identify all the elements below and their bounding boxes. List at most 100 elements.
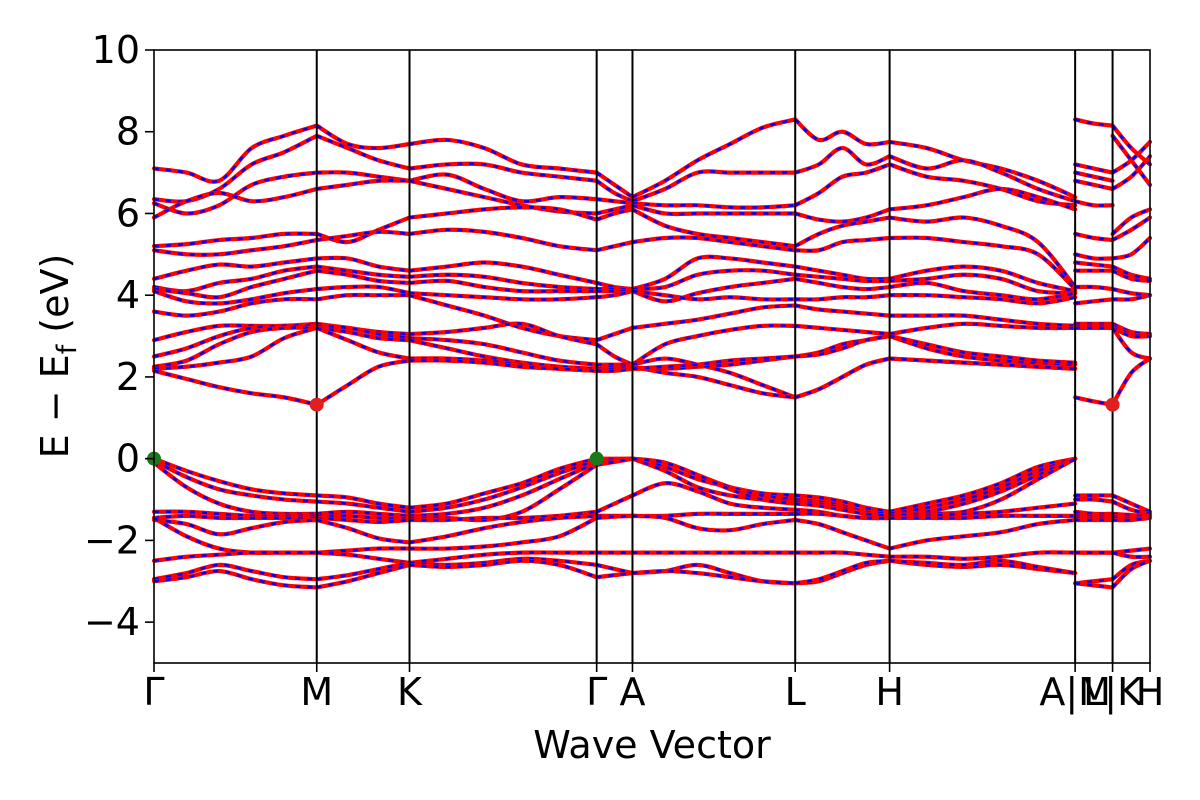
band-6-7 [887,272,1078,296]
band-spin-down-line [1112,551,1151,559]
band-spin-up-line [407,321,599,347]
band-8-25 [1110,558,1153,590]
band-3-3 [594,203,635,216]
band-spin-down-line [153,269,318,299]
band-spin-up-line [887,517,1078,551]
band-spin-down-line [316,514,410,520]
cbm-marker-1 [1105,397,1120,412]
y-axis-label-unit: (eV) [33,254,77,345]
band-spin-down-line [632,277,796,303]
band-spin-down-line [409,461,598,518]
x-tick-label: H [1136,670,1165,714]
x-tick-label: K [397,670,423,714]
band-spin-down-line [1111,155,1151,191]
band-spin-down-line [632,304,796,330]
band-spin-up-line [1110,515,1153,523]
band-6-10 [887,313,1078,328]
band-spin-down-line [795,293,890,301]
band-1-1 [314,133,412,171]
band-1-8 [314,268,412,286]
band-spin-up-line [887,139,1078,200]
band-spin-down-line [889,457,1076,514]
band-spin-down-line [631,208,796,248]
band-8-23 [1110,550,1153,560]
band-spin-up-line [594,366,635,374]
band-2-5 [407,227,599,253]
band-3-2 [594,197,635,206]
band-8-10 [1110,293,1153,302]
band-5-3 [793,207,892,224]
band-4-9 [630,289,798,302]
band-spin-down-line [632,569,796,585]
y-axis-label-main: E − E [33,354,77,458]
band-spin-up-line [793,117,892,147]
band-4-7 [630,268,798,292]
y-tick-label: 8 [116,110,140,154]
band-spin-down-line [316,179,410,191]
band-spin-down-line [794,216,890,248]
y-tick-label: 4 [116,273,140,317]
band-spin-up-line [1073,178,1115,192]
band-spin-down-line [153,287,317,305]
band-8-9 [1110,286,1153,298]
band-5-22 [793,517,892,551]
x-tick-label: M [300,670,333,714]
band-spin-down-line [794,357,890,399]
band-4-3 [630,203,798,217]
band-spin-down-line [794,265,890,281]
band-spin-up-line [407,205,599,222]
band-7-2 [1073,170,1115,183]
band-4-6 [630,254,798,292]
band-2-21 [407,513,599,545]
band-spin-down-line [794,146,891,174]
band-5-4 [793,215,892,249]
band-3-4 [594,207,635,222]
band-1-5 [314,229,412,243]
band-spin-down-line [316,293,410,301]
y-tick-label: −4 [84,600,140,644]
band-0-4 [151,231,319,249]
band-5-23 [793,550,892,559]
band-7-6 [1073,252,1115,261]
band-0-25 [151,568,319,590]
band-4-13 [630,364,798,400]
band-5-1 [793,145,892,175]
band-spin-down-line [795,502,890,518]
band-spin-down-line [795,334,890,358]
band-8-5 [1110,215,1153,243]
band-spin-down-line [795,236,890,253]
band-spin-down-line [1112,269,1151,283]
band-spin-down-line [1112,516,1151,522]
band-5-0 [793,117,892,147]
band-7-17 [1073,497,1115,504]
band-0-14 [151,325,319,371]
band-spin-down-line [153,518,317,536]
band-spin-down-line [316,324,410,340]
band-spin-down-line [1111,141,1151,174]
band-3-15 [594,366,635,374]
band-spin-down-line [596,281,633,291]
band-spin-up-line [1073,252,1115,261]
band-spin-down-line [153,457,317,497]
band-8-15 [1110,356,1153,407]
band-spin-down-line [794,163,891,207]
band-spin-up-line [630,568,798,586]
x-tick-label: A [619,670,645,714]
band-spin-up-line [1073,231,1115,243]
extremum-markers [147,397,1120,466]
band-spin-down-line [596,571,633,579]
band-spin-down-line [795,324,890,336]
band-8-6 [1110,235,1153,261]
band-spin-up-line [1110,550,1153,560]
band-7-25 [1073,581,1115,590]
band-spin-up-line [407,336,599,367]
band-5-25 [793,558,892,586]
band-spin-up-line [407,515,599,551]
band-spin-up-line [887,154,1078,204]
band-spin-up-line [407,260,599,286]
band-spin-down-line [889,140,1076,199]
svg-text:E − Ef (eV): E − Ef (eV) [33,254,83,459]
band-spin-down-line [316,500,410,514]
band-5-2 [793,162,892,208]
band-spin-down-line [632,514,796,532]
